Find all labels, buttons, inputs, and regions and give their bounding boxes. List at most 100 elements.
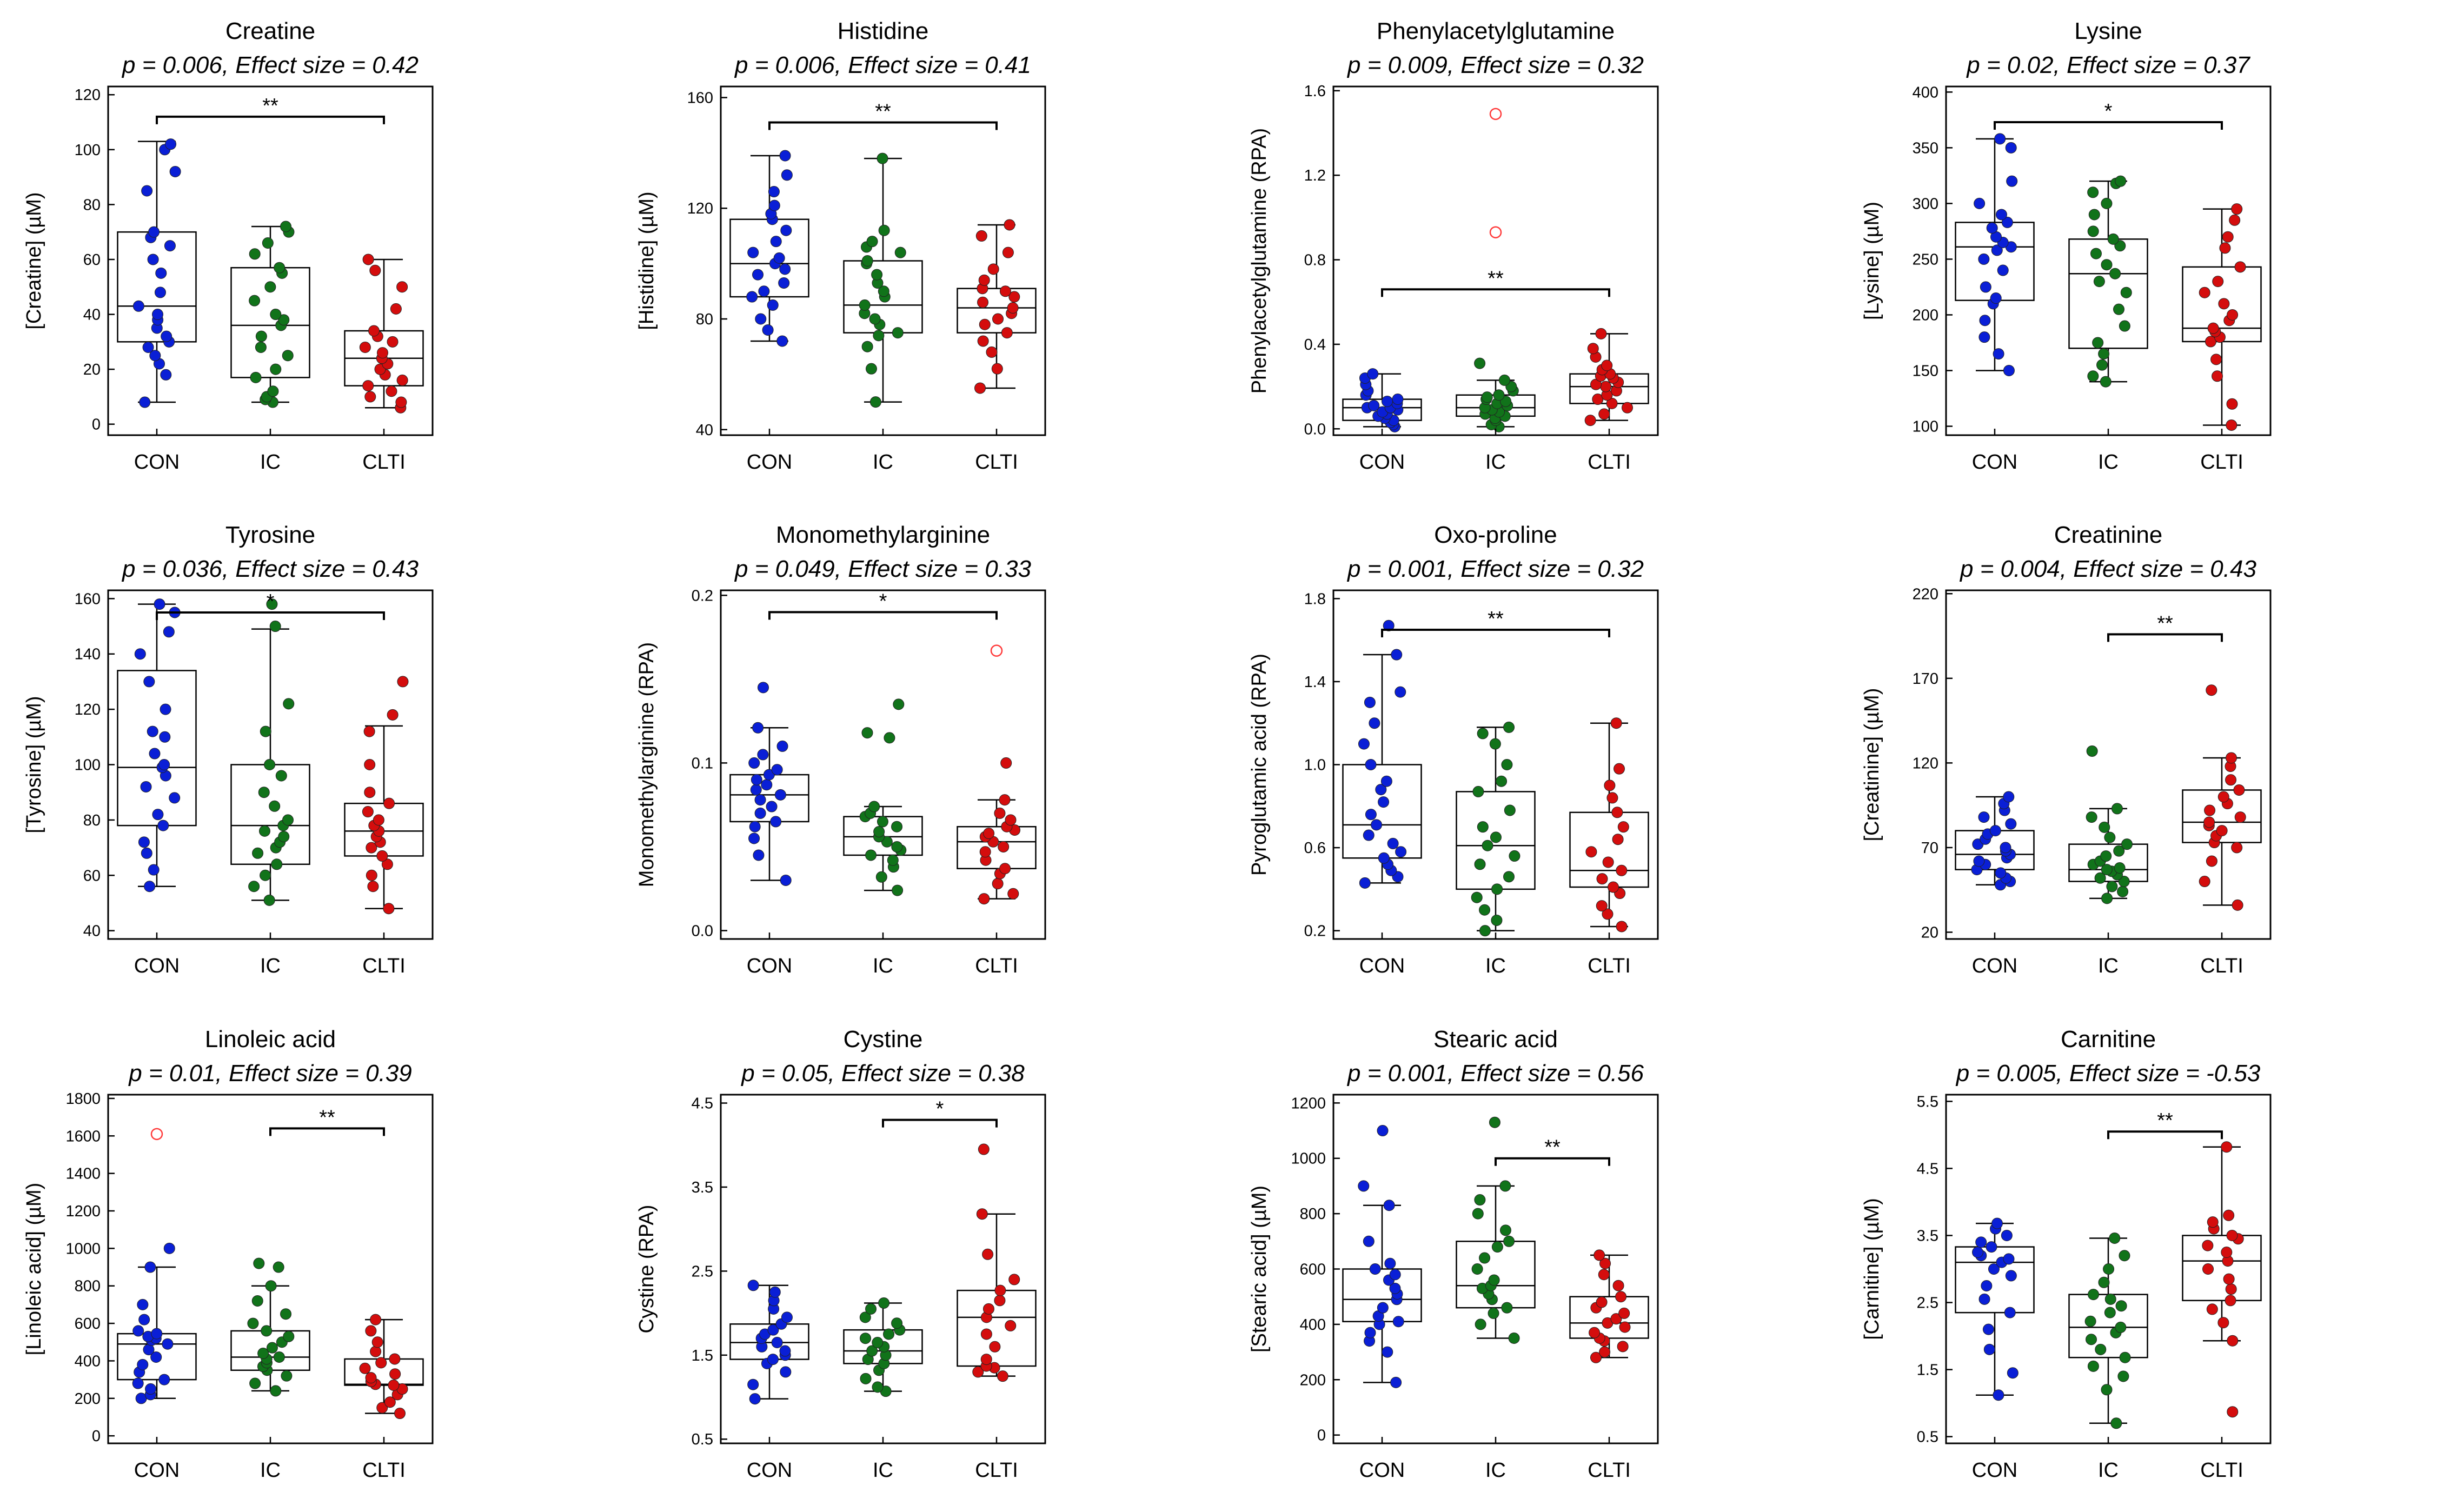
y-tick-label: 200 bbox=[1913, 307, 1938, 324]
data-point-IC bbox=[2094, 872, 2106, 884]
data-point-CON bbox=[754, 794, 766, 806]
category-label-IC: IC bbox=[1485, 1459, 1506, 1482]
data-point-IC bbox=[264, 281, 276, 293]
data-point-CON bbox=[152, 309, 164, 321]
y-axis-label: [Tyrosine] (µM) bbox=[23, 696, 45, 833]
y-tick-label: 0.0 bbox=[1304, 421, 1326, 438]
box-CLTI bbox=[957, 288, 1037, 334]
data-point-IC bbox=[869, 313, 881, 325]
data-point-CLTI bbox=[994, 1295, 1006, 1307]
data-point-IC bbox=[269, 800, 281, 812]
data-point-CON bbox=[1371, 819, 1383, 831]
data-point-CLTI bbox=[999, 285, 1011, 297]
data-point-CLTI bbox=[373, 814, 384, 826]
chart-panel-9: Cystine p = 0.05, Effect size = 0.38 Cysti… bbox=[635, 1026, 1046, 1482]
data-point-IC bbox=[247, 1317, 259, 1329]
y-tick-label: 1000 bbox=[1291, 1150, 1326, 1168]
y-tick-label: 40 bbox=[83, 923, 101, 940]
data-point-CON bbox=[162, 1338, 174, 1350]
box-CLTI bbox=[957, 825, 1037, 870]
data-point-CLTI bbox=[976, 1208, 988, 1220]
category-label-CON: CON bbox=[1359, 955, 1405, 977]
data-point-CON bbox=[1381, 395, 1393, 407]
data-point-CLTI bbox=[1594, 1249, 1605, 1261]
data-point-CON bbox=[779, 1345, 791, 1357]
data-point-CON bbox=[157, 820, 169, 831]
data-point-IC bbox=[2101, 259, 2113, 271]
category-label-IC: IC bbox=[2098, 451, 2119, 474]
y-tick-label: 1800 bbox=[65, 1090, 101, 1108]
data-point-CON bbox=[1980, 281, 1991, 293]
data-point-IC bbox=[1482, 840, 1493, 851]
data-point-IC bbox=[877, 816, 888, 828]
outlier-point-CLTI bbox=[990, 644, 1003, 657]
data-point-CON bbox=[2006, 175, 2018, 187]
data-point-CLTI bbox=[2207, 322, 2219, 334]
data-point-CON bbox=[138, 1314, 150, 1326]
category-label-CLTI: CLTI bbox=[2200, 1459, 2243, 1482]
data-point-CON bbox=[781, 1311, 793, 1323]
significance-label: ** bbox=[875, 101, 891, 123]
y-axis-label: Pyroglutamic acid (RPA) bbox=[1248, 654, 1271, 876]
data-point-IC bbox=[1503, 871, 1515, 883]
chart-panel-0: Creatine p = 0.006, Effect size = 0.42 [Cr… bbox=[23, 18, 434, 474]
data-point-CON bbox=[767, 1354, 779, 1366]
data-point-IC bbox=[1496, 775, 1508, 787]
data-point-IC bbox=[282, 350, 294, 362]
data-point-CON bbox=[148, 864, 160, 876]
data-point-CLTI bbox=[2202, 1263, 2214, 1275]
y-axis-label: [Stearic acid] (µM) bbox=[1248, 1185, 1271, 1353]
data-point-IC bbox=[884, 732, 895, 744]
chart-panel-11: Carnitine p = 0.005, Effect size = -0.53 [… bbox=[1861, 1026, 2272, 1482]
y-tick-label: 80 bbox=[83, 196, 101, 214]
data-point-CON bbox=[1991, 1217, 2003, 1229]
data-point-CLTI bbox=[1615, 1291, 1627, 1303]
data-point-IC bbox=[2087, 186, 2099, 198]
box-IC bbox=[2068, 238, 2148, 349]
y-tick-label: 150 bbox=[1913, 362, 1938, 379]
chart-title: Lysine bbox=[2074, 18, 2142, 44]
data-point-CLTI bbox=[1599, 1346, 1611, 1358]
chart-subtitle: p = 0.049, Effect size = 0.33 bbox=[734, 556, 1031, 582]
data-point-CON bbox=[779, 263, 791, 275]
data-point-IC bbox=[869, 396, 881, 408]
data-point-IC bbox=[258, 825, 270, 837]
y-tick-label: 3.5 bbox=[692, 1179, 713, 1196]
data-point-IC bbox=[865, 363, 877, 375]
data-point-IC bbox=[273, 1351, 285, 1363]
data-point-CON bbox=[766, 801, 778, 812]
data-point-IC bbox=[860, 1333, 872, 1344]
data-point-CON bbox=[762, 324, 774, 336]
data-point-IC bbox=[1475, 1318, 1486, 1330]
data-point-CON bbox=[747, 1378, 759, 1390]
y-tick-label: 120 bbox=[1913, 755, 1938, 772]
data-point-CON bbox=[1389, 1282, 1401, 1294]
data-point-CLTI bbox=[2216, 825, 2228, 837]
data-point-CLTI bbox=[387, 709, 399, 721]
data-point-IC bbox=[1491, 1241, 1503, 1253]
data-point-CON bbox=[749, 821, 761, 832]
data-point-CLTI bbox=[975, 230, 987, 242]
category-label-IC: IC bbox=[2098, 955, 2119, 977]
significance-bracket bbox=[882, 1118, 998, 1128]
data-point-CLTI bbox=[2223, 1209, 2235, 1221]
data-point-CLTI bbox=[396, 374, 408, 386]
data-point-CON bbox=[148, 226, 160, 238]
chart-subtitle: p = 0.02, Effect size = 0.37 bbox=[1966, 52, 2250, 78]
y-tick-label: 800 bbox=[1300, 1205, 1326, 1223]
data-point-CON bbox=[1365, 809, 1377, 821]
y-tick-label: 170 bbox=[1913, 670, 1938, 688]
data-point-CON bbox=[2003, 791, 2015, 803]
box-CLTI bbox=[2182, 1235, 2262, 1302]
data-point-CLTI bbox=[1598, 1269, 1610, 1281]
data-point-CON bbox=[163, 1242, 175, 1254]
category-label-IC: IC bbox=[1485, 451, 1506, 474]
data-point-CLTI bbox=[383, 797, 395, 809]
data-point-CON bbox=[1988, 1263, 2000, 1275]
y-tick-label: 1.4 bbox=[1304, 674, 1326, 691]
data-point-CON bbox=[758, 285, 770, 297]
data-point-CLTI bbox=[1007, 302, 1019, 314]
data-point-CLTI bbox=[1005, 814, 1017, 826]
data-point-CON bbox=[1986, 222, 1998, 234]
data-point-CLTI bbox=[1610, 717, 1622, 729]
